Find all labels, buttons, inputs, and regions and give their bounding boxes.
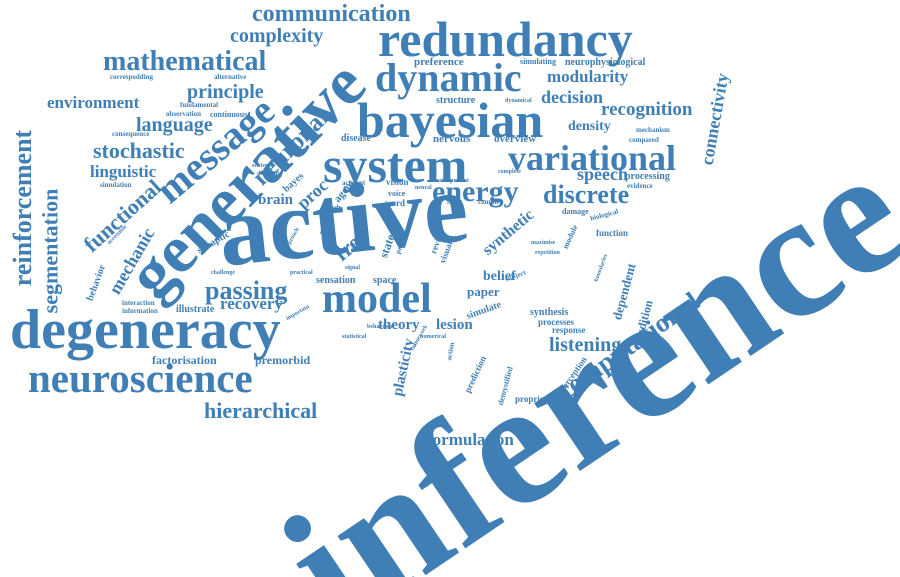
word-formulation: formulation xyxy=(427,430,514,449)
word-biological: biological xyxy=(589,207,620,223)
word-sensation: sensation xyxy=(316,275,356,286)
word-energy: energy xyxy=(432,175,519,208)
word-vision: vision xyxy=(386,177,409,187)
word-connectivity: connectivity xyxy=(696,71,733,167)
word-simulation: simulation xyxy=(100,181,132,189)
word-bayesian: bayesian xyxy=(357,92,544,148)
word-response: response xyxy=(552,325,586,335)
word-fundamental: fundamental xyxy=(180,101,219,109)
word-modularity: modularity xyxy=(547,67,629,86)
word-principle: principle xyxy=(187,81,264,103)
word-evidence: evidence xyxy=(627,182,653,190)
word-proprioceptive: proprioceptive xyxy=(515,394,572,404)
word-neurophysiological: neurophysiological xyxy=(565,57,646,68)
word-recovery: recovery xyxy=(220,294,283,313)
word-factorisation: factorisation xyxy=(152,353,217,367)
word-motion: motion xyxy=(433,178,451,184)
word-segmentation: segmentation xyxy=(37,188,63,314)
word-action: action xyxy=(445,341,457,362)
word-maximise: maximise xyxy=(531,240,556,246)
word-statistical: statistical xyxy=(342,334,367,340)
word-complex: complex xyxy=(478,198,503,206)
word-field: field xyxy=(447,198,461,206)
word-stochastic: stochastic xyxy=(93,138,185,163)
word-consequence: consequence xyxy=(112,130,150,138)
word-reinforcement: reinforcement xyxy=(8,129,38,287)
word-structure: structure xyxy=(436,95,476,106)
word-practical: practical xyxy=(290,270,313,276)
word-processing: processing xyxy=(625,171,670,182)
word-premorbid: premorbid xyxy=(255,353,311,367)
word-decision: decision xyxy=(541,87,604,107)
word-belief: belief xyxy=(483,269,516,284)
word-continuous: continuous xyxy=(210,110,248,119)
word-information: information xyxy=(122,307,158,315)
word-damage: damage xyxy=(562,207,589,216)
word-dynamical: dynamical xyxy=(505,98,532,104)
word-voice: voice xyxy=(388,189,406,198)
word-challenge: challenge xyxy=(211,270,235,276)
word-variational: variational xyxy=(508,138,676,178)
word-dynamic: dynamic xyxy=(375,55,522,100)
word-hierarchical: hierarchical xyxy=(204,398,318,423)
word-listening: listening xyxy=(549,334,622,356)
word-density: density xyxy=(568,119,611,134)
word-neural: neural xyxy=(415,185,432,191)
word-brain: brain xyxy=(258,192,294,208)
word-speech: speech xyxy=(577,164,628,184)
word-correspodding: correspodding xyxy=(110,73,154,81)
word-preference: preference xyxy=(414,56,464,68)
word-present: present xyxy=(450,178,469,184)
word-observation: observation xyxy=(166,110,201,118)
word-function: function xyxy=(596,228,629,238)
word-system: system xyxy=(323,137,468,193)
word-numerical: numerical xyxy=(420,334,446,340)
word-processes: processes xyxy=(538,317,574,327)
word-environment: environment xyxy=(47,93,140,112)
word-repetition: repetition xyxy=(535,250,560,256)
word-recognition: recognition xyxy=(601,99,693,120)
word-space: space xyxy=(373,275,397,286)
word-interaction: interaction xyxy=(122,299,155,307)
word-different: different xyxy=(257,171,280,177)
word-signal: signal xyxy=(345,265,361,271)
word-word: word xyxy=(385,198,405,208)
word-passing: passing xyxy=(205,276,288,305)
word-behaviour: behaviour xyxy=(367,324,394,330)
word-compared: compared xyxy=(629,136,659,144)
word-important: important xyxy=(285,303,311,323)
word-lesion: lesion xyxy=(436,317,473,333)
word-overview: overview xyxy=(494,133,537,145)
word-communication: communication xyxy=(252,1,411,27)
word-neuroscience: neuroscience xyxy=(28,355,253,401)
word-mathematical: mathematical xyxy=(103,46,267,77)
word-synthesis: synthesis xyxy=(530,307,569,318)
word-paper: paper xyxy=(467,284,500,299)
word-discrete: discrete xyxy=(543,180,630,209)
word-disease: disease xyxy=(341,133,371,144)
word-sentence: sentence xyxy=(252,163,274,169)
word-module: module xyxy=(560,223,580,251)
word-simulating: simulating xyxy=(520,57,557,66)
word-simulate: simulate xyxy=(465,299,503,322)
word-account: account xyxy=(342,179,366,187)
word-language: language xyxy=(136,114,213,136)
word-alternative: alternative xyxy=(214,73,247,81)
word-nervous: nervous xyxy=(433,133,471,145)
word-complete: complete xyxy=(498,169,521,175)
word-synthetic: synthetic xyxy=(479,206,538,259)
word-behavior: behavior xyxy=(84,263,109,303)
word-theory: theory xyxy=(378,317,420,333)
word-mechanism: mechanism xyxy=(636,126,670,134)
word-complexity: complexity xyxy=(230,25,324,47)
word-steady: steady xyxy=(325,205,342,211)
word-model: model xyxy=(322,276,432,322)
word-linguistic: linguistic xyxy=(90,162,157,181)
word-illustrate: illustrate xyxy=(176,304,215,315)
word-redundancy: redundancy xyxy=(378,11,633,67)
word-effect: effect xyxy=(320,230,334,236)
word-degeneracy: degeneracy xyxy=(10,299,281,361)
